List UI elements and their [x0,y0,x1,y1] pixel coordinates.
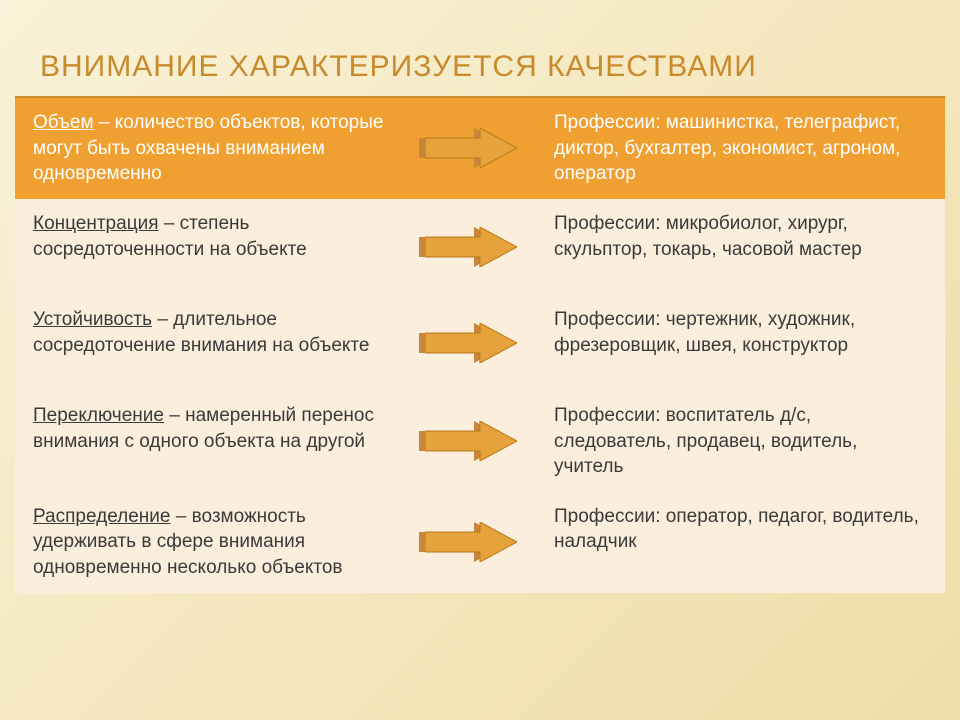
quality-term: Переключение [33,405,164,426]
definition-cell: Распределение – возможность удерживать в… [15,492,416,593]
arrow-icon [425,522,517,562]
rows-container: Объем – количество объектов, которые мог… [15,98,945,593]
professions-text: Профессии: машинистка, телеграфист, дикт… [554,110,927,187]
quality-term: Концентрация [33,213,158,234]
professions-text: Профессии: оператор, педагог, водитель, … [554,504,927,555]
professions-cell: Профессии: оператор, педагог, водитель, … [526,492,945,593]
arrow-icon [425,128,517,168]
professions-cell: Профессии: чертежник, художник, фрезеров… [526,295,945,391]
definition-cell: Переключение – намеренный перенос вниман… [15,391,416,492]
arrow-container [416,199,526,295]
professions-text: Профессии: чертежник, художник, фрезеров… [554,307,927,358]
quality-row: Переключение – намеренный перенос вниман… [15,391,945,492]
professions-text: Профессии: микробиолог, хирург, скульпто… [554,211,927,262]
professions-cell: Профессии: машинистка, телеграфист, дикт… [526,98,945,199]
slide-container: ВНИМАНИЕ ХАРАКТЕРИЗУЕТСЯ КАЧЕСТВАМИ Объе… [0,0,960,720]
quality-row: Концентрация – степень сосредоточенности… [15,199,945,295]
quality-term: Устойчивость [33,309,152,330]
quality-term: Объем [33,112,94,133]
arrow-container [416,98,526,199]
arrow-icon [425,227,517,267]
quality-row: Устойчивость – длительное сосредоточение… [15,295,945,391]
professions-cell: Профессии: микробиолог, хирург, скульпто… [526,199,945,295]
quality-row: Распределение – возможность удерживать в… [15,492,945,593]
definition-cell: Устойчивость – длительное сосредоточение… [15,295,416,391]
quality-row: Объем – количество объектов, которые мог… [15,98,945,199]
arrow-container [416,295,526,391]
arrow-icon [425,421,517,461]
slide-title: ВНИМАНИЕ ХАРАКТЕРИЗУЕТСЯ КАЧЕСТВАМИ [15,50,945,98]
definition-cell: Концентрация – степень сосредоточенности… [15,199,416,295]
professions-cell: Профессии: воспитатель д/с, следователь,… [526,391,945,492]
arrow-container [416,391,526,492]
arrow-icon [425,323,517,363]
definition-cell: Объем – количество объектов, которые мог… [15,98,416,199]
arrow-container [416,492,526,593]
quality-term: Распределение [33,506,170,527]
professions-text: Профессии: воспитатель д/с, следователь,… [554,403,927,480]
